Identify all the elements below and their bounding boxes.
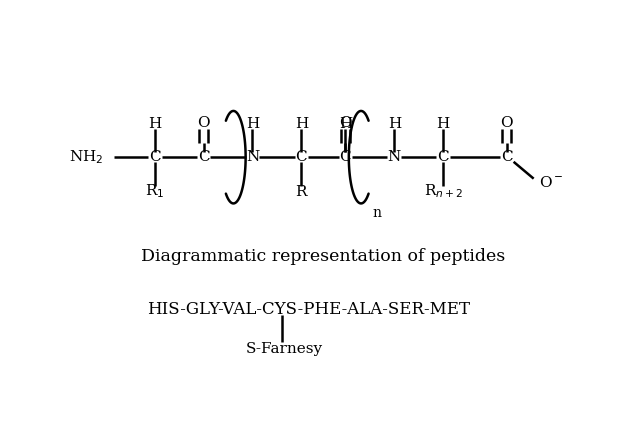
Text: H: H — [339, 117, 352, 131]
Text: C: C — [437, 150, 449, 164]
Text: NH$_2$: NH$_2$ — [69, 148, 103, 166]
Text: R: R — [296, 184, 307, 199]
Text: O: O — [198, 116, 210, 130]
Text: C: C — [295, 150, 307, 164]
Text: O$^-$: O$^-$ — [539, 175, 563, 190]
Text: H: H — [246, 117, 259, 131]
Text: Diagrammatic representation of peptides: Diagrammatic representation of peptides — [141, 248, 505, 265]
Text: O: O — [500, 116, 513, 130]
Text: HIS-GLY-VAL-CYS-PHE-ALA-SER-MET: HIS-GLY-VAL-CYS-PHE-ALA-SER-MET — [147, 301, 470, 317]
Text: H: H — [295, 117, 308, 131]
Text: C: C — [339, 150, 351, 164]
Text: R$_{n+2}$: R$_{n+2}$ — [423, 183, 463, 200]
Text: H: H — [437, 117, 450, 131]
Text: N: N — [387, 150, 401, 164]
Text: S-Farnesy: S-Farnesy — [245, 342, 323, 356]
Text: H: H — [148, 117, 162, 131]
Text: H: H — [387, 117, 401, 131]
Text: n: n — [372, 206, 381, 221]
Text: O: O — [339, 116, 351, 130]
Text: C: C — [198, 150, 209, 164]
Text: C: C — [149, 150, 160, 164]
Text: N: N — [246, 150, 259, 164]
Text: C: C — [501, 150, 512, 164]
Text: R$_1$: R$_1$ — [145, 183, 164, 200]
